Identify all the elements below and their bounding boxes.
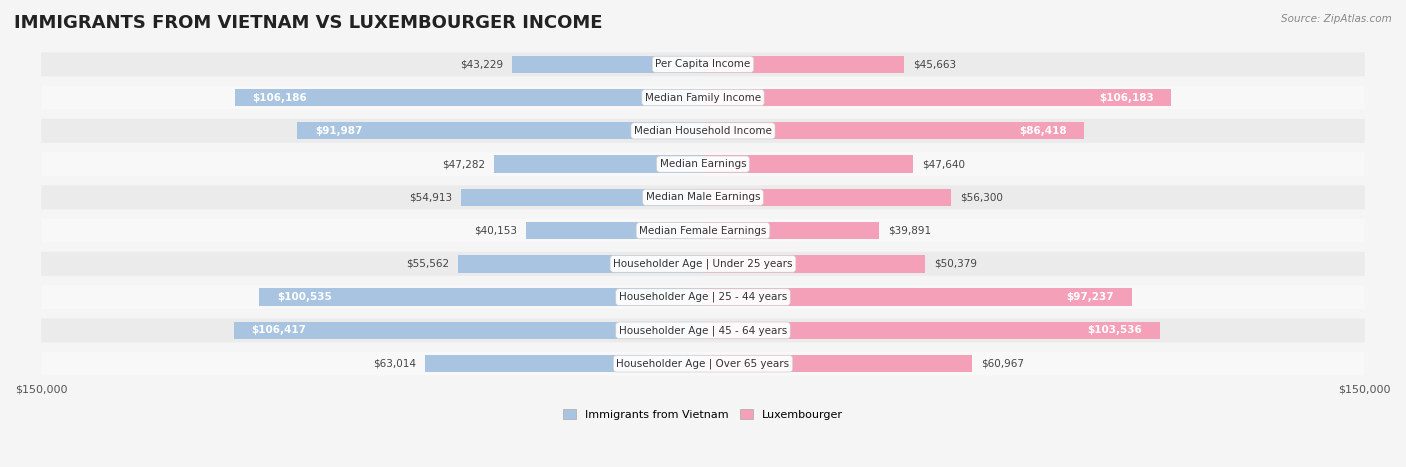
Bar	[703, 89, 1171, 106]
Text: $43,229: $43,229	[460, 59, 503, 69]
Text: $86,418: $86,418	[1019, 126, 1067, 136]
Text: Householder Age | 25 - 44 years: Householder Age | 25 - 44 years	[619, 292, 787, 302]
Text: $97,237: $97,237	[1067, 292, 1115, 302]
Text: $54,913: $54,913	[409, 192, 451, 202]
Text: Householder Age | 45 - 64 years: Householder Age | 45 - 64 years	[619, 325, 787, 336]
Bar	[703, 122, 1084, 140]
Text: $47,640: $47,640	[922, 159, 965, 169]
Text: $55,562: $55,562	[406, 259, 449, 269]
Text: $106,183: $106,183	[1099, 92, 1154, 103]
FancyBboxPatch shape	[41, 185, 1365, 209]
Bar	[495, 156, 703, 173]
FancyBboxPatch shape	[41, 219, 1365, 242]
Bar	[233, 322, 703, 339]
FancyBboxPatch shape	[41, 352, 1365, 375]
Text: Householder Age | Over 65 years: Householder Age | Over 65 years	[616, 358, 790, 369]
Bar	[703, 189, 952, 206]
FancyBboxPatch shape	[41, 152, 1365, 176]
Bar	[297, 122, 703, 140]
Text: $103,536: $103,536	[1087, 325, 1142, 335]
Bar	[703, 289, 1132, 306]
Bar	[461, 189, 703, 206]
Text: Median Family Income: Median Family Income	[645, 92, 761, 103]
Text: $91,987: $91,987	[315, 126, 363, 136]
Bar	[425, 355, 703, 372]
Bar	[703, 222, 879, 239]
Bar	[458, 255, 703, 273]
Text: $50,379: $50,379	[934, 259, 977, 269]
FancyBboxPatch shape	[41, 85, 1365, 110]
Text: $47,282: $47,282	[443, 159, 485, 169]
Text: Source: ZipAtlas.com: Source: ZipAtlas.com	[1281, 14, 1392, 24]
Text: $39,891: $39,891	[887, 226, 931, 236]
Text: $40,153: $40,153	[474, 226, 517, 236]
Bar	[512, 56, 703, 73]
Bar	[260, 289, 703, 306]
Bar	[703, 322, 1160, 339]
Text: $63,014: $63,014	[373, 359, 416, 368]
Text: Per Capita Income: Per Capita Income	[655, 59, 751, 69]
Text: IMMIGRANTS FROM VIETNAM VS LUXEMBOURGER INCOME: IMMIGRANTS FROM VIETNAM VS LUXEMBOURGER …	[14, 14, 603, 32]
Text: Median Household Income: Median Household Income	[634, 126, 772, 136]
FancyBboxPatch shape	[41, 285, 1365, 309]
Text: $60,967: $60,967	[981, 359, 1024, 368]
Text: Median Female Earnings: Median Female Earnings	[640, 226, 766, 236]
Bar	[703, 255, 925, 273]
Text: Median Male Earnings: Median Male Earnings	[645, 192, 761, 202]
Text: $106,186: $106,186	[252, 92, 307, 103]
Text: Householder Age | Under 25 years: Householder Age | Under 25 years	[613, 259, 793, 269]
Text: Median Earnings: Median Earnings	[659, 159, 747, 169]
FancyBboxPatch shape	[41, 252, 1365, 276]
Bar	[526, 222, 703, 239]
FancyBboxPatch shape	[41, 52, 1365, 76]
FancyBboxPatch shape	[41, 119, 1365, 143]
Text: $56,300: $56,300	[960, 192, 1002, 202]
Bar	[235, 89, 703, 106]
Text: $106,417: $106,417	[252, 325, 307, 335]
Bar	[703, 355, 972, 372]
Text: $45,663: $45,663	[914, 59, 956, 69]
Text: $100,535: $100,535	[277, 292, 332, 302]
Bar	[703, 56, 904, 73]
FancyBboxPatch shape	[41, 318, 1365, 342]
Bar	[703, 156, 912, 173]
Legend: Immigrants from Vietnam, Luxembourger: Immigrants from Vietnam, Luxembourger	[558, 405, 848, 425]
